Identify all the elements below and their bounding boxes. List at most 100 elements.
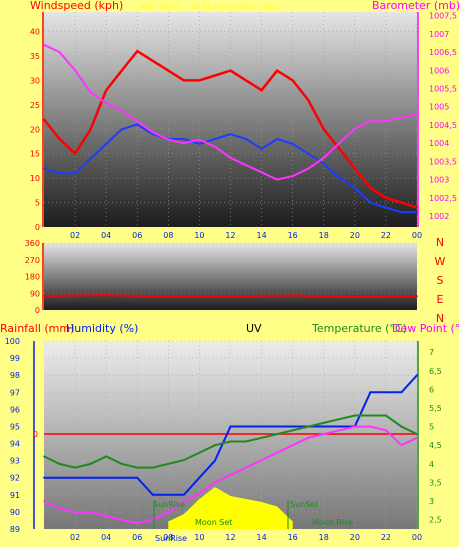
dewpoint-point	[198, 492, 201, 495]
humidity-point	[276, 425, 278, 428]
humidity-point	[167, 493, 170, 496]
direction-tick-270: 270	[25, 256, 40, 265]
temperature-point	[136, 466, 139, 469]
barometer-point	[400, 116, 403, 119]
dewpoint-axis-label: Dew Point (°C)	[392, 322, 459, 335]
gust-point	[369, 187, 372, 189]
windspeed-tick-5: 5	[35, 199, 40, 208]
barometer-tick-1007: 1007	[429, 30, 449, 39]
x-tick-06: 06	[132, 231, 142, 240]
wind-point	[322, 162, 325, 165]
dewpoint-point	[369, 425, 372, 428]
windspeed-tick-15: 15	[30, 150, 40, 159]
temperature-point	[245, 440, 247, 443]
humidity-tick-94: 94	[10, 440, 20, 449]
x3-tick-02: 02	[70, 533, 80, 542]
gust-point	[353, 167, 356, 170]
temperature-axis-label: Temperature (°C)	[311, 322, 407, 335]
humidity-point	[245, 425, 247, 428]
barometer-point	[229, 156, 232, 159]
gust-point	[322, 128, 325, 131]
humidity-tick-90: 90	[10, 508, 20, 517]
x3-tick-20: 20	[350, 533, 360, 542]
wind-point	[43, 167, 45, 170]
compass-N-0: N	[436, 236, 444, 249]
direction-point	[229, 295, 232, 298]
wind-point	[183, 138, 185, 140]
gust-point	[385, 196, 387, 199]
x3-tick-04: 04	[101, 533, 111, 542]
x3-tick-08: 08	[163, 533, 173, 542]
barometer-tick-1002,5: 1002,5	[429, 194, 457, 203]
barometer-tick-1003: 1003	[429, 176, 449, 185]
dewpoint-point	[338, 429, 341, 432]
direction-point	[416, 295, 418, 298]
gust-point	[58, 138, 61, 140]
sunset-label: SunSet	[290, 500, 318, 509]
x-tick-00: 00	[412, 231, 422, 240]
dewpoint-point	[167, 511, 170, 514]
x3-tick-18: 18	[319, 533, 329, 542]
x3-tick-10: 10	[194, 533, 204, 542]
barometer-tick-1004: 1004	[429, 139, 449, 148]
humidity-point	[229, 425, 232, 428]
compass-E-3: E	[437, 293, 444, 306]
plot-background-2	[44, 243, 417, 310]
temperature-point	[151, 466, 154, 469]
barometer-point	[105, 102, 108, 104]
humidity-point	[74, 476, 76, 479]
barometer-point	[183, 142, 185, 145]
humidity-point	[89, 476, 92, 479]
temperature-point	[322, 422, 325, 424]
barometer-point	[353, 127, 356, 130]
barometer-tick-1002: 1002	[429, 212, 449, 221]
humidity-point	[400, 391, 403, 394]
wind-point	[353, 187, 356, 189]
temperature-point	[276, 433, 278, 435]
humidity-point	[338, 425, 341, 428]
gust-point	[400, 201, 403, 204]
windspeed-tick-30: 30	[30, 76, 40, 85]
barometer-tick-1005,5: 1005,5	[429, 85, 457, 94]
temp-tick-7: 7	[429, 348, 434, 357]
barometer-point	[385, 120, 387, 123]
temp-tick-4: 4	[429, 460, 434, 469]
temperature-point	[198, 451, 201, 454]
gust-point	[198, 79, 201, 82]
barometer-point	[58, 51, 61, 53]
direction-tick-0: 0	[35, 306, 40, 315]
gust-point	[307, 99, 310, 101]
barometer-point	[307, 167, 310, 170]
barometer-point	[322, 156, 325, 159]
temp-tick-4,5: 4,5	[429, 441, 442, 450]
humidity-point	[385, 391, 387, 394]
barometer-point	[291, 175, 294, 177]
x3-tick-14: 14	[256, 533, 266, 542]
dewpoint-point	[58, 507, 61, 510]
wind-point	[385, 206, 387, 209]
temperature-point	[416, 433, 418, 435]
direction-point	[198, 295, 201, 298]
sunrise-bottom-label: SunRise	[155, 534, 187, 543]
gust-point	[183, 79, 185, 82]
barometer-point	[89, 91, 92, 94]
temperature-point	[74, 466, 76, 469]
barometer-tick-1007,5: 1007,5	[429, 12, 457, 21]
humidity-point	[322, 425, 325, 428]
barometer-point	[369, 120, 372, 123]
direction-point	[43, 295, 45, 297]
rainfall-axis-label: Rainfall (mm)	[0, 322, 74, 335]
x-tick-02: 02	[70, 231, 80, 240]
barometer-point	[416, 113, 418, 115]
barometer-point	[120, 109, 123, 112]
x-tick-16: 16	[288, 231, 298, 240]
wind-point	[74, 172, 76, 175]
humidity-tick-93: 93	[10, 457, 20, 466]
rain-zero-label: 0	[33, 430, 38, 439]
temperature-point	[167, 463, 170, 465]
gust-point	[416, 206, 418, 209]
humidity-point	[136, 476, 139, 479]
dewpoint-point	[214, 481, 216, 484]
direction-point	[136, 295, 139, 297]
gust-point	[214, 74, 216, 77]
